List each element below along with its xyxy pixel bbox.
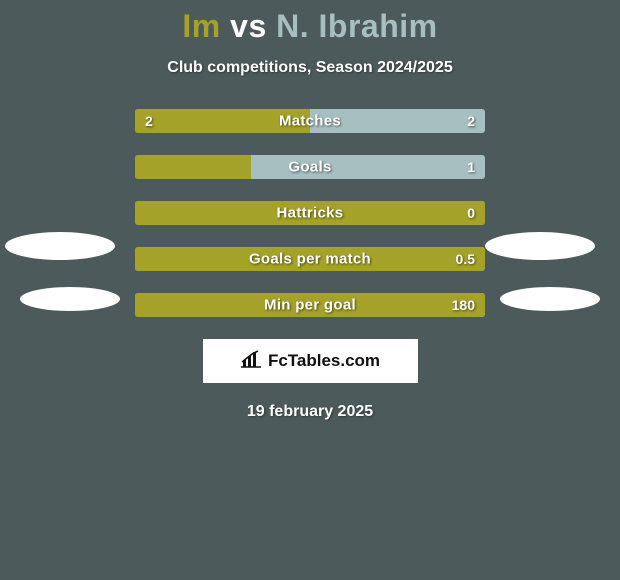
stat-row-fill <box>135 155 251 179</box>
subtitle: Club competitions, Season 2024/2025 <box>0 59 620 77</box>
comparison-chart: 2 Matches 2 Goals 1 Hattricks 0 Goals pe… <box>0 109 620 317</box>
fctables-badge[interactable]: FcTables.com <box>203 339 418 383</box>
player1-silhouette-top <box>5 232 115 260</box>
bar-chart-icon <box>240 350 262 373</box>
stat-row: Goals 1 <box>135 155 485 179</box>
badge-text: FcTables.com <box>268 351 380 371</box>
player1-silhouette-bottom <box>20 287 120 311</box>
stat-row: Min per goal 180 <box>135 293 485 317</box>
title-vs: vs <box>230 8 267 44</box>
stat-row: Goals per match 0.5 <box>135 247 485 271</box>
player2-silhouette-bottom <box>500 287 600 311</box>
date-text: 19 february 2025 <box>0 403 620 421</box>
stat-row: 2 Matches 2 <box>135 109 485 133</box>
stats-comparison-card: Im vs N. Ibrahim Club competitions, Seas… <box>0 0 620 580</box>
stat-row-fill <box>135 293 485 317</box>
stat-row-fill <box>135 109 310 133</box>
stat-row: Hattricks 0 <box>135 201 485 225</box>
title-player2: N. Ibrahim <box>276 8 437 44</box>
stat-row-fill <box>135 247 485 271</box>
player2-silhouette-top <box>485 232 595 260</box>
stat-row-fill <box>135 201 485 225</box>
page-title: Im vs N. Ibrahim <box>0 0 620 45</box>
title-player1: Im <box>182 8 220 44</box>
